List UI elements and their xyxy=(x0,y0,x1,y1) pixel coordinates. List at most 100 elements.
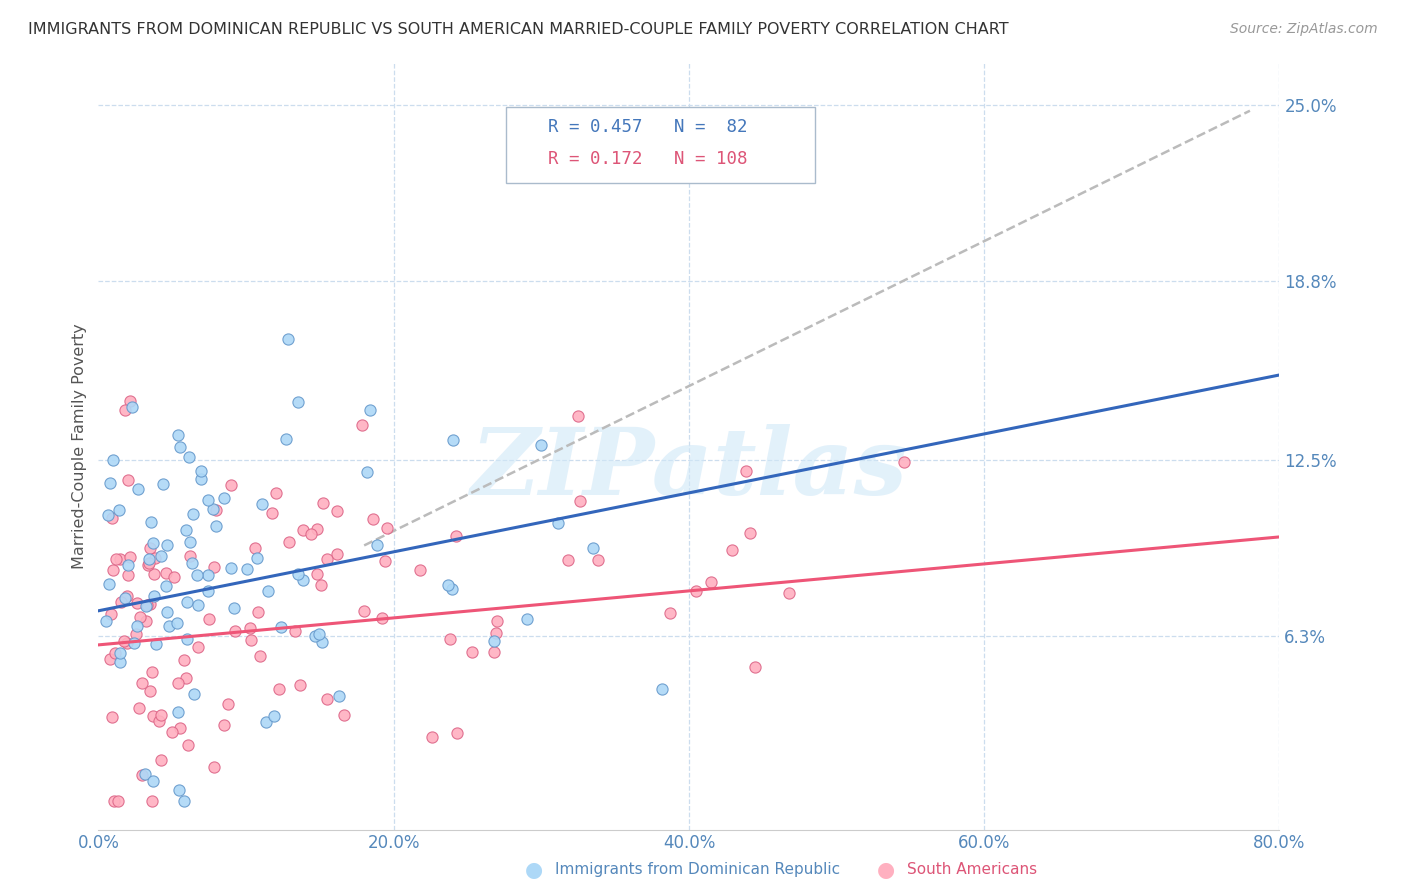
Point xyxy=(482,634,505,648)
Point xyxy=(439,632,461,647)
Point xyxy=(180,557,202,571)
Point xyxy=(141,515,163,529)
Point xyxy=(152,476,174,491)
Point xyxy=(582,541,605,555)
Point xyxy=(374,554,396,568)
Point xyxy=(163,570,186,584)
Point xyxy=(134,767,156,781)
Point xyxy=(142,536,165,550)
Point xyxy=(103,794,125,808)
Point xyxy=(139,541,162,555)
Point xyxy=(278,535,301,549)
Point xyxy=(239,621,262,635)
Point xyxy=(658,607,681,621)
Point xyxy=(333,708,356,723)
Point xyxy=(311,495,333,509)
Point xyxy=(437,578,460,592)
Point xyxy=(190,472,212,486)
Point xyxy=(197,567,219,582)
Point xyxy=(107,794,129,808)
Point xyxy=(307,522,329,536)
Point xyxy=(156,538,179,552)
Point xyxy=(155,578,177,592)
Point xyxy=(893,455,915,469)
Point xyxy=(284,624,307,638)
Point xyxy=(288,678,311,692)
Point xyxy=(97,508,120,522)
Point xyxy=(444,529,467,543)
Point xyxy=(311,635,333,649)
Point xyxy=(115,636,138,650)
Point xyxy=(96,614,118,628)
Point xyxy=(115,589,138,603)
Point xyxy=(212,491,235,505)
Point xyxy=(142,774,165,789)
Point xyxy=(557,552,579,566)
Point xyxy=(201,502,224,516)
Text: Immigrants from Dominican Republic: Immigrants from Dominican Republic xyxy=(555,863,841,877)
Point xyxy=(181,508,204,522)
Point xyxy=(169,721,191,735)
Point xyxy=(361,511,384,525)
Point xyxy=(446,726,468,740)
Point xyxy=(138,552,160,566)
Point xyxy=(108,655,131,669)
Point xyxy=(125,596,148,610)
Point xyxy=(222,600,245,615)
Point xyxy=(169,783,191,797)
Point xyxy=(700,574,723,589)
Point xyxy=(328,690,350,704)
Point xyxy=(239,633,262,648)
Point xyxy=(202,760,225,774)
Point xyxy=(202,560,225,574)
Point xyxy=(135,615,157,629)
Point xyxy=(359,403,381,417)
Point xyxy=(212,718,235,732)
Point xyxy=(262,506,284,520)
Point xyxy=(371,611,394,625)
Point xyxy=(179,549,201,563)
Point xyxy=(254,715,277,730)
Point xyxy=(304,630,326,644)
Point xyxy=(167,675,190,690)
Point xyxy=(274,432,297,446)
Point xyxy=(204,519,226,533)
Point xyxy=(117,558,139,573)
Point xyxy=(176,595,198,609)
Point xyxy=(169,440,191,454)
Point xyxy=(128,610,150,624)
Point xyxy=(685,583,707,598)
Point xyxy=(162,725,184,739)
Text: R = 0.457   N =  82: R = 0.457 N = 82 xyxy=(548,118,748,136)
Point xyxy=(149,753,172,767)
Point xyxy=(547,516,569,530)
Point xyxy=(156,605,179,619)
Point xyxy=(166,705,188,719)
Point xyxy=(567,409,589,423)
Point xyxy=(236,562,259,576)
Point xyxy=(257,584,280,599)
Point xyxy=(98,475,121,490)
Text: Source: ZipAtlas.com: Source: ZipAtlas.com xyxy=(1230,22,1378,37)
Point xyxy=(409,563,432,577)
Point xyxy=(485,626,508,640)
Y-axis label: Married-Couple Family Poverty: Married-Couple Family Poverty xyxy=(72,323,87,569)
Point xyxy=(267,682,290,697)
Point xyxy=(157,619,180,633)
Text: IMMIGRANTS FROM DOMINICAN REPUBLIC VS SOUTH AMERICAN MARRIED-COUPLE FAMILY POVER: IMMIGRANTS FROM DOMINICAN REPUBLIC VS SO… xyxy=(28,22,1008,37)
Point xyxy=(173,652,195,666)
Point xyxy=(124,627,146,641)
Point xyxy=(131,768,153,782)
Point xyxy=(127,482,149,496)
Point xyxy=(149,549,172,563)
Point xyxy=(205,503,228,517)
Point xyxy=(100,607,122,621)
Point xyxy=(224,624,246,639)
Point xyxy=(101,453,124,467)
Point xyxy=(136,598,159,612)
Point xyxy=(117,568,139,582)
Point xyxy=(482,645,505,659)
Point xyxy=(197,611,219,625)
Point xyxy=(179,450,201,464)
Point xyxy=(114,591,136,605)
